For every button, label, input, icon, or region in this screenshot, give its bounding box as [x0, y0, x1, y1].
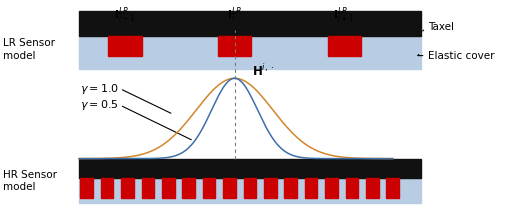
- Bar: [386, 178, 399, 198]
- Text: $\mathbf{I}_{i+1}^{LR}$: $\mathbf{I}_{i+1}^{LR}$: [332, 6, 355, 25]
- Text: $\mathbf{I}_{i-1}^{LR}$: $\mathbf{I}_{i-1}^{LR}$: [114, 6, 136, 25]
- Bar: [182, 178, 194, 198]
- Bar: [284, 178, 297, 198]
- Bar: [80, 178, 93, 198]
- Text: $\gamma = 0.5$: $\gamma = 0.5$: [80, 98, 119, 112]
- Bar: [203, 178, 215, 198]
- Text: Elastic cover: Elastic cover: [417, 51, 494, 61]
- Bar: [101, 178, 113, 198]
- Bar: [218, 36, 251, 56]
- Text: $\mathbf{I}_{i}^{LR}$: $\mathbf{I}_{i}^{LR}$: [227, 6, 242, 25]
- Bar: [79, 178, 420, 203]
- Bar: [304, 178, 317, 198]
- Text: LR Sensor
model: LR Sensor model: [3, 38, 54, 61]
- Bar: [327, 36, 360, 56]
- Bar: [325, 178, 337, 198]
- Text: $\gamma = 1.0$: $\gamma = 1.0$: [80, 82, 119, 96]
- Text: $\mathbf{H}^{i,\cdot}$: $\mathbf{H}^{i,\cdot}$: [252, 63, 274, 79]
- Bar: [79, 159, 420, 178]
- Bar: [345, 178, 358, 198]
- Bar: [223, 178, 235, 198]
- Bar: [365, 178, 378, 198]
- Bar: [264, 178, 276, 198]
- Text: Taxel: Taxel: [422, 22, 454, 32]
- Bar: [121, 178, 134, 198]
- Bar: [79, 11, 420, 36]
- Bar: [79, 36, 420, 69]
- Bar: [243, 178, 256, 198]
- Bar: [108, 36, 142, 56]
- Bar: [162, 178, 174, 198]
- Text: HR Sensor
model: HR Sensor model: [3, 170, 56, 192]
- Bar: [142, 178, 154, 198]
